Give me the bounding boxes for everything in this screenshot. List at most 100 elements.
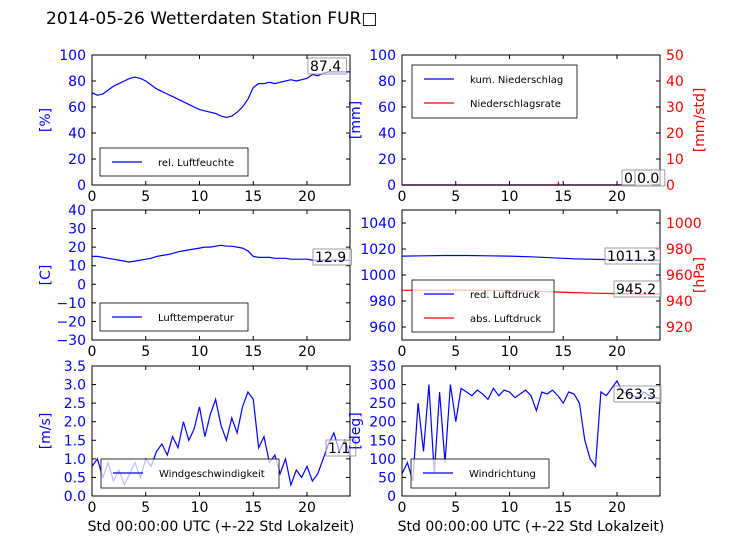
wind-direction-axes-frame [401, 365, 661, 497]
wind-direction-x-tick-label: 10 [501, 500, 519, 516]
pressure-y-tick-label: 960 [369, 320, 396, 336]
precip-y-axis-label: [mm] [348, 101, 364, 139]
pressure-y2-tick-label: 920 [666, 320, 693, 336]
temperature-y-tick-label: −20 [56, 314, 86, 330]
pressure-x-tick-label: 15 [554, 344, 572, 360]
temperature-legend-label: Lufttemperatur [158, 313, 235, 324]
pressure-x-tick-label: 10 [501, 344, 519, 360]
precip-y-tick-label: 20 [378, 152, 396, 168]
pressure-y2-axis-label: [hPa] [692, 257, 708, 293]
wind-direction-y-tick-label: 0 [387, 489, 396, 505]
temperature-y-tick-label: 20 [68, 240, 86, 256]
humidity-y-tick-label: 0 [77, 178, 86, 194]
precip-y2-tick-label: 10 [666, 152, 684, 168]
wind-direction-y-tick-label: 350 [369, 359, 396, 375]
wind-direction-y-tick-label: 50 [378, 470, 396, 486]
temperature-annotation-label: 12.9 [315, 250, 346, 266]
wind-speed-y-tick-label: 1.5 [64, 433, 86, 449]
precip-x-tick-label: 0 [398, 189, 407, 205]
wind-direction-x-tick-label: 5 [451, 500, 460, 516]
pressure-y2-tick-label: 960 [666, 268, 693, 284]
humidity-y-tick-label: 20 [68, 152, 86, 168]
wind-speed-axes-frame [91, 365, 351, 497]
wind-speed-legend-label: Windgeschwindigkeit [159, 469, 265, 480]
precip-axes-frame [401, 54, 661, 186]
humidity-x-tick-label: 5 [141, 189, 150, 205]
wind-direction-y-tick-label: 100 [369, 452, 396, 468]
precip-y-tick-label: 80 [378, 74, 396, 90]
wind-speed-y-tick-label: 3.0 [64, 378, 86, 394]
temperature-y-tick-label: −10 [56, 296, 86, 312]
wind-speed-x-axis-label: Std 00:00:00 UTC (+-22 Std Lokalzeit) [88, 519, 355, 535]
wind-direction-y-tick-label: 250 [369, 396, 396, 412]
wind-direction-legend-label: Windrichtung [469, 469, 536, 480]
wind-direction-annotation-box [613, 385, 662, 403]
precip-annotation2-box [634, 169, 666, 187]
humidity-y-axis-label: [%] [38, 108, 54, 132]
humidity-annotation-box [307, 57, 347, 75]
precip-y2-tick-label: 0 [666, 178, 675, 194]
precip-x-tick-label: 20 [608, 189, 626, 205]
temperature-series-line-0 [92, 244, 350, 263]
wind-direction-x-tick-label: 20 [608, 500, 626, 516]
wind-direction-x-tick-label: 15 [554, 500, 572, 516]
pressure-y-tick-label: 1040 [360, 216, 396, 232]
humidity-x-tick-label: 20 [298, 189, 316, 205]
pressure-annotation2-label: 945.2 [616, 282, 656, 298]
temperature-y-axis-label: [C] [38, 265, 54, 286]
pressure-y-tick-label: 980 [369, 294, 396, 310]
pressure-annotation-box [604, 247, 661, 265]
pressure-x-tick-label: 5 [451, 344, 460, 360]
wind-speed-y-tick-label: 2.5 [64, 396, 86, 412]
wind-speed-x-tick-label: 0 [88, 500, 97, 516]
precip-y2-tick-label: 40 [666, 74, 684, 90]
temperature-x-tick-label: 5 [141, 344, 150, 360]
precip-y2-tick-label: 30 [666, 100, 684, 116]
wind-speed-y-tick-label: 2.0 [64, 415, 86, 431]
wind-direction-x-axis-label: Std 00:00:00 UTC (+-22 Std Lokalzeit) [398, 519, 665, 535]
precip-y2-axis-label: [mm/std] [692, 88, 708, 153]
wind-direction-y-axis-label: [deg] [348, 412, 364, 449]
temperature-y-tick-label: −30 [56, 333, 86, 349]
pressure-y2-tick-label: 1000 [666, 216, 702, 232]
wind-speed-x-tick-label: 5 [141, 500, 150, 516]
temperature-x-tick-label: 0 [88, 344, 97, 360]
precip-x-tick-label: 10 [501, 189, 519, 205]
pressure-legend-label: abs. Luftdruck [470, 314, 541, 325]
humidity-y-tick-label: 40 [68, 126, 86, 142]
humidity-y-tick-label: 60 [68, 100, 86, 116]
wind-speed-y-tick-label: 1.0 [64, 452, 86, 468]
humidity-series-line-0 [91, 71, 350, 119]
precip-y-tick-label: 100 [369, 48, 396, 64]
wind-speed-y-tick-label: 0.5 [64, 470, 86, 486]
wind-direction-annotation-label: 263.3 [616, 387, 656, 403]
pressure-x-tick-label: 0 [398, 344, 407, 360]
precip-annotation2-label: 0.0 [637, 171, 659, 187]
humidity-y-tick-label: 80 [68, 74, 86, 90]
precip-legend-label: Niederschlagsrate [470, 99, 561, 110]
humidity-axes-frame [91, 54, 351, 186]
pressure-y2-tick-label: 940 [666, 294, 693, 310]
wind-direction-y-tick-label: 150 [369, 433, 396, 449]
precip-legend-box [411, 64, 578, 119]
figure-title: 2014-05-26 Wetterdaten Station FUR□ [46, 9, 378, 29]
wind-direction-x-tick-label: 0 [398, 500, 407, 516]
temperature-x-tick-label: 20 [298, 344, 316, 360]
pressure-annotation2-box [613, 280, 662, 298]
pressure-y-tick-label: 1000 [360, 268, 396, 284]
precip-y2-tick-label: 20 [666, 126, 684, 142]
pressure-legend-box [411, 279, 555, 333]
wind-speed-y-tick-label: 3.5 [64, 359, 86, 375]
pressure-y-tick-label: 1020 [360, 242, 396, 258]
precip-y-tick-label: 0 [387, 178, 396, 194]
temperature-y-tick-label: 10 [68, 259, 86, 275]
precip-legend-label: kum. Niederschlag [470, 75, 563, 86]
humidity-y-tick-label: 100 [59, 48, 86, 64]
precip-y-tick-label: 40 [378, 126, 396, 142]
precip-x-tick-label: 5 [451, 189, 460, 205]
wind-direction-y-tick-label: 300 [369, 378, 396, 394]
temperature-y-tick-label: 30 [68, 222, 86, 238]
pressure-annotation-label: 1011.3 [607, 249, 656, 265]
wind-direction-y-tick-label: 200 [369, 415, 396, 431]
